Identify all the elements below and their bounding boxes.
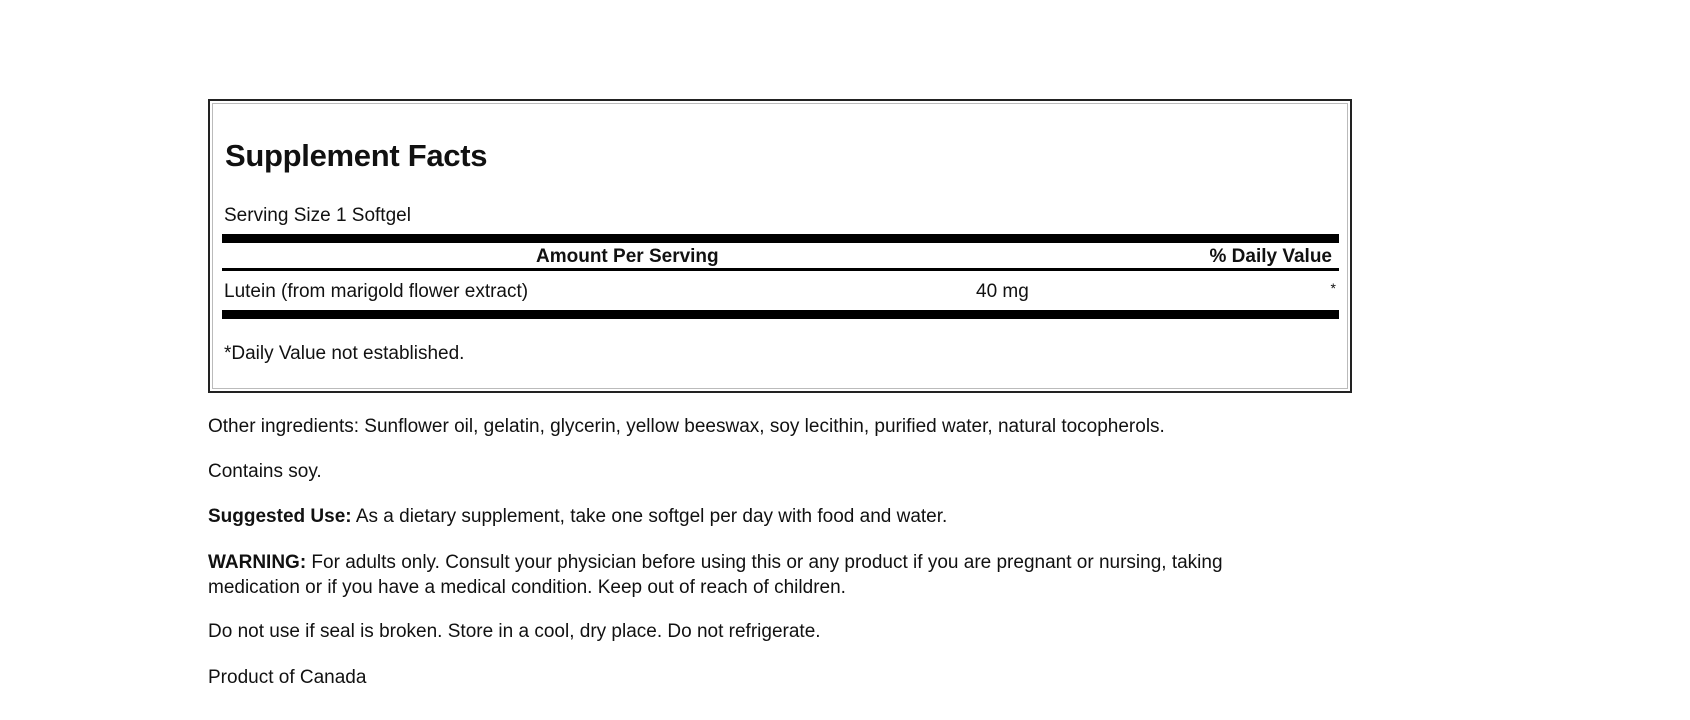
thick-divider xyxy=(222,234,1339,243)
thin-divider xyxy=(222,268,1339,271)
suggested-use: Suggested Use: As a dietary supplement, … xyxy=(208,506,947,528)
serving-size: Serving Size 1 Softgel xyxy=(224,205,411,226)
nutrient-dv: * xyxy=(1330,280,1336,296)
storage-instructions: Do not use if seal is broken. Store in a… xyxy=(208,621,821,642)
suggested-use-text: As a dietary supplement, take one softge… xyxy=(351,506,948,527)
warning-label: WARNING: xyxy=(208,552,307,573)
thick-divider-bottom xyxy=(222,310,1339,319)
warning: WARNING: For adults only. Consult your p… xyxy=(208,552,1223,574)
warning-text: For adults only. Consult your physician … xyxy=(306,552,1223,573)
country-of-origin: Product of Canada xyxy=(208,667,367,688)
nutrient-name: Lutein (from marigold flower extract) xyxy=(224,281,529,302)
warning-line-2: medication or if you have a medical cond… xyxy=(208,577,846,598)
other-ingredients: Other ingredients: Sunflower oil, gelati… xyxy=(208,416,1165,437)
header-amount-per-serving: Amount Per Serving xyxy=(536,246,719,267)
allergen-statement: Contains soy. xyxy=(208,461,322,482)
suggested-use-label: Suggested Use: xyxy=(208,506,352,527)
footnote: *Daily Value not established. xyxy=(224,343,465,364)
supplement-facts-panel xyxy=(208,99,1352,393)
header-daily-value: % Daily Value xyxy=(1209,246,1332,267)
panel-title: Supplement Facts xyxy=(225,138,488,173)
nutrient-amount: 40 mg xyxy=(976,281,1029,302)
